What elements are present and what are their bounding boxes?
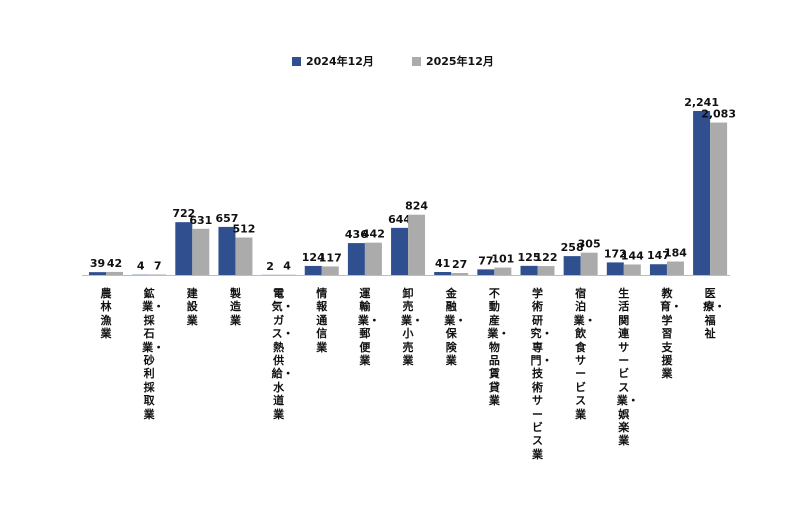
value-label-2024-9: 77	[478, 254, 493, 267]
value-label-2025-8: 27	[452, 258, 467, 271]
bar-2024-3	[218, 226, 236, 275]
category-label-3: 製造業	[229, 287, 241, 327]
category-label-10: 学術研究・専門・技術サービス業	[530, 287, 553, 461]
value-label-2024-10: 125	[518, 251, 541, 264]
bar-2025-1	[149, 274, 167, 275]
bar-2025-11	[580, 252, 598, 275]
bar-2024-7	[391, 227, 409, 275]
bar-2025-3	[235, 237, 253, 275]
category-label-13: 教育・学習支援業	[659, 287, 682, 381]
value-label-2024-0: 39	[90, 257, 105, 270]
category-label-2: 建設業	[186, 287, 198, 327]
bar-2025-5	[321, 266, 339, 275]
legend: 2024年12月 2025年12月	[292, 53, 494, 69]
value-label-2025-2: 631	[189, 214, 212, 227]
bar-2024-8	[434, 272, 452, 275]
bar-2024-9	[477, 269, 495, 275]
value-label-2025-11: 305	[578, 238, 601, 251]
bar-2024-2	[175, 222, 193, 275]
bar-2025-0	[106, 271, 123, 275]
category-label-5: 情報通信業	[316, 287, 328, 354]
bar-2024-0	[89, 272, 106, 275]
value-label-2024-4: 2	[266, 260, 274, 273]
value-label-2024-8: 41	[435, 257, 450, 270]
value-label-2024-3: 657	[215, 212, 238, 225]
bar-2025-2	[192, 228, 210, 275]
value-label-2024-1: 4	[137, 260, 145, 273]
value-label-2024-6: 436	[345, 228, 368, 241]
legend-item-2025: 2025年12月	[411, 53, 494, 69]
category-label-7: 卸売業・小売業	[401, 287, 424, 368]
bar-2024-11	[563, 256, 581, 275]
bar-2024-12	[606, 262, 624, 275]
category-label-9: 不動産業・物品賃貸業	[487, 287, 510, 408]
bar-2025-13	[666, 261, 684, 275]
category-label-11: 宿泊業・飲食サービス業	[573, 287, 596, 421]
bar-2024-14	[693, 111, 711, 275]
bar-2025-10	[537, 266, 555, 275]
value-label-2024-2: 722	[172, 207, 195, 220]
value-label-2025-14: 2,083	[701, 108, 736, 121]
category-label-6: 運輸業・郵便業	[357, 287, 380, 368]
value-label-2024-5: 124	[302, 251, 325, 264]
value-label-2024-14: 2,241	[684, 96, 719, 109]
legend-swatch-2024	[292, 56, 301, 66]
value-label-2025-12: 144	[621, 249, 644, 262]
value-label-2025-1: 7	[154, 259, 162, 272]
legend-swatch-2025	[411, 56, 421, 66]
legend-label-2024: 2024年12月	[306, 55, 374, 68]
bar-2024-13	[649, 264, 667, 275]
value-label-2025-10: 122	[535, 251, 558, 264]
bar-2025-6	[364, 242, 382, 275]
value-label-2025-7: 824	[405, 200, 428, 213]
category-label-4: 電気・ガス・熱供給・水道業	[271, 287, 294, 421]
value-label-2024-7: 644	[388, 213, 411, 226]
bar-2025-12	[623, 264, 641, 275]
bar-2025-8	[451, 273, 469, 275]
value-label-2024-11: 258	[561, 241, 584, 254]
value-label-2025-13: 184	[664, 247, 687, 260]
value-label-2025-4: 4	[283, 260, 291, 273]
legend-label-2025: 2025年12月	[425, 55, 494, 68]
value-label-2025-0: 42	[107, 257, 122, 270]
bar-2024-5	[304, 265, 322, 275]
value-label-2025-5: 117	[319, 251, 342, 264]
legend-item-2024: 2024年12月	[292, 53, 374, 69]
category-label-0: 農林漁業	[100, 287, 112, 341]
bar-2025-7	[408, 214, 426, 275]
value-label-2024-13: 147	[647, 249, 670, 262]
value-label-2024-12: 172	[604, 247, 627, 260]
value-label-2025-6: 442	[362, 228, 385, 241]
bar-2025-14	[710, 122, 728, 275]
category-label-12: 生活関連サービス業・娯楽業	[616, 287, 639, 448]
bar-2024-10	[520, 265, 538, 275]
bar-2024-6	[347, 243, 365, 275]
value-label-2025-3: 512	[232, 223, 255, 236]
category-label-14: 医療・福祉	[703, 287, 726, 341]
value-label-2025-9: 101	[491, 253, 514, 266]
category-label-8: 金融業・保険業	[444, 287, 467, 368]
category-label-1: 鉱業・採石業・砂利採取業	[142, 287, 165, 421]
bar-2025-9	[494, 267, 512, 275]
